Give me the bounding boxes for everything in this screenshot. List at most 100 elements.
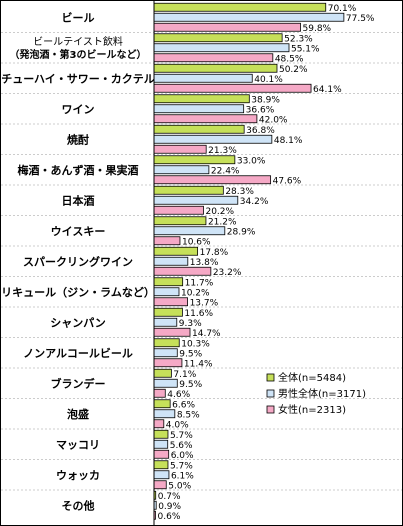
bar-female [153,83,312,93]
bar-all [153,155,236,165]
value-label-male: 9.5% [179,380,202,390]
bar-female [153,419,165,429]
legend-swatch-all [266,373,275,382]
value-label-all: 70.1% [328,4,357,14]
value-label-all: 28.3% [225,187,254,197]
bar-male [153,348,178,358]
value-label-male: 40.1% [254,75,283,85]
value-label-female: 14.7% [192,329,221,339]
value-label-male: 5.6% [170,441,193,451]
bar-female [153,114,258,124]
category-label: ビール [62,10,95,24]
bar-male [153,470,170,480]
bar-male [153,43,290,53]
value-label-female: 20.2% [205,207,234,217]
category-label: ブランデー [51,376,106,390]
legend-label-female: 女性(n=2313) [278,403,346,416]
bar-all [153,185,224,195]
category-label: 梅酒・あんず酒・果実酒 [18,163,139,177]
bar-female [153,205,204,215]
value-label-all: 36.8% [246,126,275,136]
bar-male [153,12,345,22]
value-label-male: 22.4% [211,166,240,176]
category-label: 日本酒 [62,193,95,207]
value-label-female: 10.6% [182,237,211,247]
category-label: ウイスキー [51,225,106,238]
category-label: シャンパン [50,316,106,329]
bar-all [153,246,199,256]
value-label-female: 13.7% [190,298,219,308]
bar-male [153,195,239,205]
bar-male [153,409,176,419]
bar-male [153,287,180,297]
bar-male [153,104,245,114]
legend-label-male: 男性全体(n=3171) [278,387,366,400]
category-label: ノンアルコールビール [23,346,133,360]
value-label-all: 7.1% [173,370,196,380]
bar-female [153,236,181,246]
value-label-male: 36.6% [246,105,275,115]
bar-all [153,307,183,317]
value-label-male: 13.8% [190,258,219,268]
value-label-male: 77.5% [346,14,375,24]
bar-male [153,226,226,236]
value-label-female: 11.4% [184,359,213,369]
value-label-male: 9.3% [179,319,202,329]
bar-all [153,63,278,73]
value-label-male: 28.9% [227,227,256,237]
value-label-female: 0.6% [158,512,181,522]
value-label-female: 42.0% [259,115,288,125]
row-separators [1,32,402,491]
value-label-female: 4.0% [166,420,189,430]
value-label-all: 10.3% [181,339,210,349]
value-label-all: 33.0% [237,156,266,166]
value-label-all: 38.9% [251,95,280,105]
value-labels: 70.1%77.5% 59.8%52.3%55.1%48.5%50.2%40.1%… [158,4,375,522]
bar-female [153,175,272,185]
value-label-female: 64.1% [313,85,342,95]
bar-male [153,317,178,327]
bar-female [153,388,166,398]
legend-swatch-female [266,405,275,414]
value-label-female: 4.6% [167,390,190,400]
bar-all [153,94,250,104]
bar-female [153,297,188,307]
bar-all [153,216,207,226]
value-label-male: 48.1% [274,136,303,146]
value-label-all: 50.2% [279,65,308,75]
value-label-all: 21.2% [208,217,237,227]
bar-all [153,368,172,378]
value-label-female: 23.2% [213,268,242,278]
bar-all [153,399,171,409]
bar-all [153,2,327,12]
bar-all [153,277,184,287]
category-label: マッコリ [56,438,100,451]
value-label-female: 5.0% [168,481,191,491]
value-label-all: 11.7% [185,278,214,288]
bar-female [153,449,170,459]
category-label: リキュール（ジン・ラムなど） [1,286,155,299]
bar-male [153,73,253,83]
value-label-male: 55.1% [291,44,320,54]
bar-all [153,338,180,348]
category-label: 焼酎 [67,132,89,146]
category-label: ビールテイスト飲料（発泡酒・第3のビールなど） [10,35,147,61]
value-label-female: 6.0% [171,451,194,461]
value-label-male: 6.1% [171,471,194,481]
category-label: チューハイ・サワー・カクテル [1,72,155,85]
bar-male [153,134,273,144]
bar-all [153,460,169,470]
bar-female [153,22,301,32]
value-label-female: 59.8% [303,24,332,34]
bar-male [153,165,210,175]
value-label-male: 9.5% [179,349,202,359]
bar-all [153,33,283,43]
legend-label-all: 全体(n=5484) [278,371,346,384]
value-label-all: 11.6% [184,309,213,319]
category-label: ウォッカ [56,469,100,482]
value-label-male: 10.2% [181,288,210,298]
value-label-male: 34.2% [240,197,269,207]
value-label-male: 0.9% [158,502,181,512]
bars-group [153,2,345,520]
